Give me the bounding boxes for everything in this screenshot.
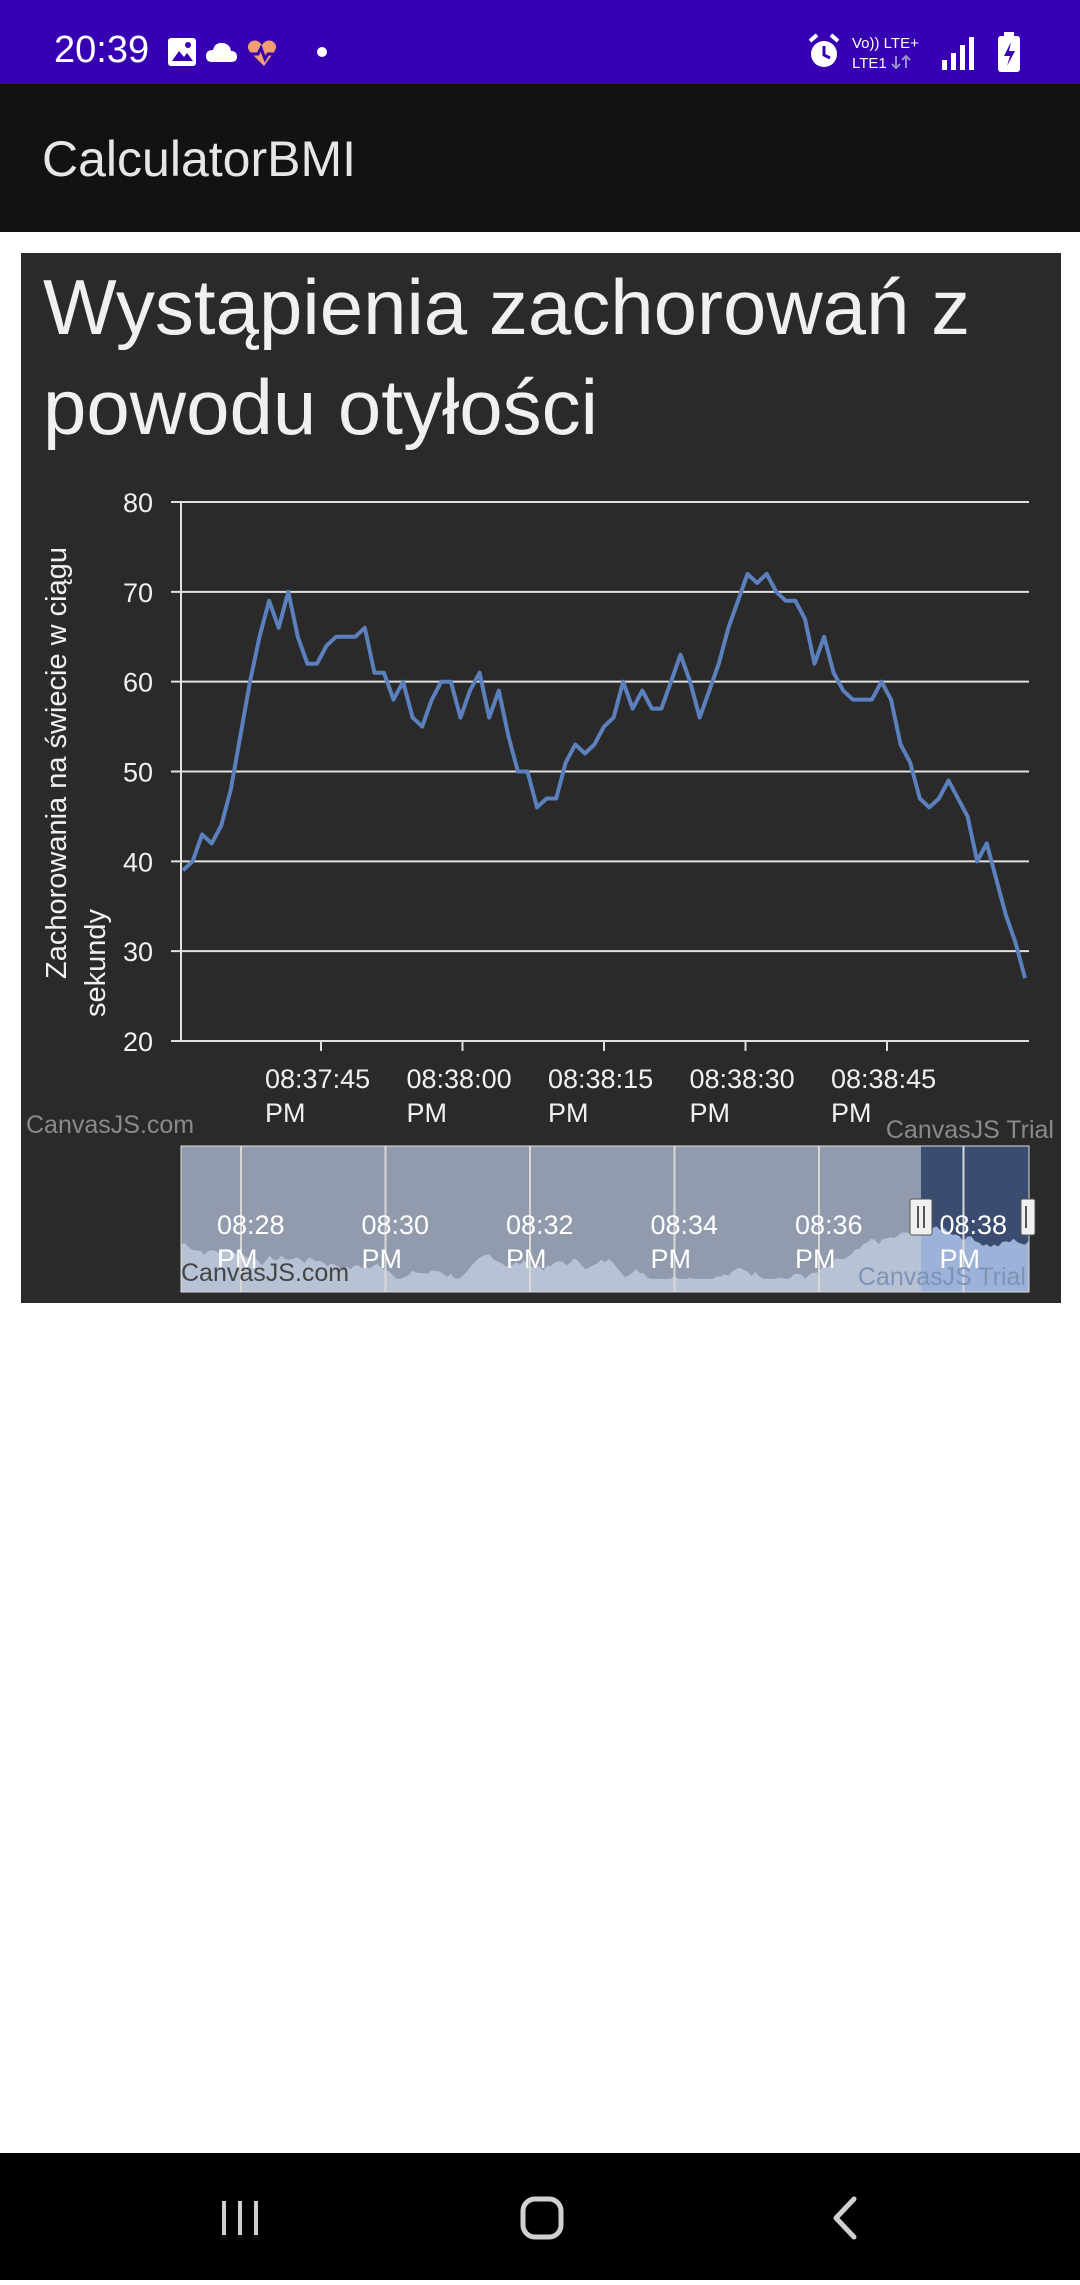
status-bar: 20:39 Vo)) LTE+ LTE1 xyxy=(0,0,1080,84)
series-layer xyxy=(181,571,1027,979)
dot-icon xyxy=(317,47,327,57)
battery-charging-icon xyxy=(998,32,1020,72)
series-line xyxy=(181,571,1027,979)
navigator-grid xyxy=(240,1146,965,1292)
y-tick-label: 80 xyxy=(123,488,153,518)
x-tick-label-ampm: PM xyxy=(690,1098,731,1128)
svg-text:Vo)) LTE+: Vo)) LTE+ xyxy=(852,35,919,52)
signal-icon xyxy=(942,37,974,70)
canvasjs-credit[interactable]: CanvasJS.com xyxy=(26,1111,194,1139)
chart-container[interactable]: Wystąpienia zachorowań z powodu otyłości… xyxy=(21,253,1061,1303)
y-tick-label: 40 xyxy=(123,847,153,877)
x-axis-ticks: 08:37:45 PM 08:38:00 PM 08:38:15 PM 08:38:30 PM… xyxy=(265,1041,936,1128)
y-axis-ticks: 80 70 60 50 40 30 20 xyxy=(123,488,153,1057)
x-tick-label-ampm: PM xyxy=(407,1098,448,1128)
navigator-label-ampm: PM xyxy=(651,1244,692,1274)
y-tick-label: 60 xyxy=(123,668,153,698)
y-tick-label: 30 xyxy=(123,937,153,967)
back-icon[interactable] xyxy=(833,2196,857,2240)
navigator-labels: 08:28 PM 08:30 PM 08:32 PM 08:34 PM 08:36 PM 08:38… xyxy=(217,1210,1007,1274)
navigator-label-time: 08:34 xyxy=(651,1210,719,1240)
x-tick-label-time: 08:38:45 xyxy=(831,1064,936,1094)
alarm-icon xyxy=(808,33,840,67)
image-icon xyxy=(168,38,196,66)
recents-icon[interactable] xyxy=(210,2198,280,2242)
svg-text:LTE1: LTE1 xyxy=(852,55,887,72)
status-icons-right: Vo)) LTE+ LTE1 xyxy=(808,32,1020,72)
navigator-unselected-overlay xyxy=(181,1146,921,1292)
x-tick-label-ampm: PM xyxy=(548,1098,589,1128)
navigator-label-time: 08:28 xyxy=(217,1210,285,1240)
range-navigator[interactable]: 08:28 PM 08:30 PM 08:32 PM 08:34 PM 08:36 PM 08:38… xyxy=(180,1145,1036,1293)
navigator-label-time: 08:36 xyxy=(795,1210,863,1240)
app-bar: CalculatorBMI xyxy=(0,84,1080,232)
x-tick-label-ampm: PM xyxy=(831,1098,872,1128)
chart-svg[interactable]: 80 70 60 50 40 30 20 08:37:45 PM 08:38:00 PM 08:38… xyxy=(21,253,1061,1303)
heart-pulse-icon xyxy=(247,40,277,66)
x-tick-label-time: 08:37:45 xyxy=(265,1064,370,1094)
volte-lte-icon: Vo)) LTE+ LTE1 xyxy=(852,35,919,72)
navigator-label-ampm: PM xyxy=(940,1244,981,1274)
navigator-label-ampm: PM xyxy=(362,1244,403,1274)
navigator-label-time: 08:30 xyxy=(362,1210,430,1240)
navigator-label-ampm: PM xyxy=(506,1244,547,1274)
y-tick-label: 70 xyxy=(123,578,153,608)
y-tick-label: 50 xyxy=(123,758,153,788)
navigator-label-ampm: PM xyxy=(217,1244,258,1274)
status-time: 20:39 xyxy=(54,29,150,71)
chart-title: Wystąpienia zachorowań z powodu otyłości xyxy=(43,263,971,451)
x-tick-label-time: 08:38:00 xyxy=(407,1064,512,1094)
app-title: CalculatorBMI xyxy=(42,131,356,187)
navigator-trial: CanvasJS Trial xyxy=(858,1263,1026,1291)
y-axis-label-line2: sekundy xyxy=(80,908,112,1017)
navigator-label-time: 08:32 xyxy=(506,1210,574,1240)
x-tick-label-ampm: PM xyxy=(265,1098,306,1128)
y-axis-label-line1: Zachorowania na świecie w ciągu xyxy=(41,547,73,979)
home-icon[interactable] xyxy=(520,2196,564,2240)
navigator-label-ampm: PM xyxy=(795,1244,836,1274)
y-tick-label: 20 xyxy=(123,1027,153,1057)
cloud-icon xyxy=(206,42,237,62)
grid-lines xyxy=(171,501,1029,1042)
status-icons-left xyxy=(168,38,327,66)
navigation-bar xyxy=(0,2153,1080,2280)
x-tick-label-time: 08:38:15 xyxy=(548,1064,653,1094)
navigator-credit: CanvasJS.com xyxy=(181,1259,349,1287)
canvasjs-trial: CanvasJS Trial xyxy=(886,1116,1054,1144)
navigator-left-handle[interactable] xyxy=(909,1198,933,1236)
x-tick-label-time: 08:38:30 xyxy=(690,1064,795,1094)
navigator-label-time: 08:38 xyxy=(940,1210,1008,1240)
navigator-right-handle[interactable] xyxy=(1020,1198,1036,1236)
